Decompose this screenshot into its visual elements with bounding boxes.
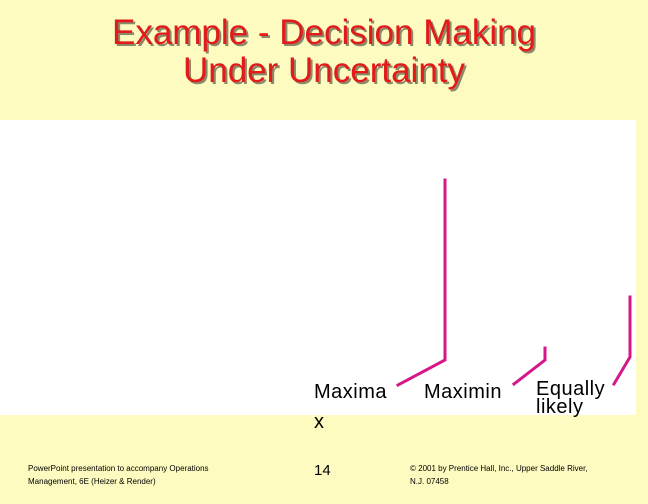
arrow-maximin bbox=[511, 346, 547, 387]
content-area bbox=[0, 120, 636, 415]
footer-credit-line1: PowerPoint presentation to accompany Ope… bbox=[28, 464, 209, 473]
equally-likely-label: Equally likely bbox=[536, 378, 605, 418]
footer-credit-line2: Management, 6E (Heizer & Render) bbox=[28, 477, 156, 486]
maximax-label-line1: Maxima bbox=[314, 381, 388, 403]
arrow-maximax bbox=[395, 178, 447, 388]
slide-title: Example - Decision Making Under Uncertai… bbox=[0, 14, 648, 90]
footer-copyright: © 2001 by Prentice Hall, Inc., Upper Sad… bbox=[410, 462, 588, 488]
slide-title-line2: Under Uncertainty bbox=[182, 51, 466, 90]
maximin-label: Maximin bbox=[424, 381, 502, 403]
footer-copyright-line2: N.J. 07458 bbox=[410, 477, 449, 486]
page-number: 14 bbox=[314, 462, 331, 479]
footer-credit: PowerPoint presentation to accompany Ope… bbox=[28, 462, 209, 488]
maximax-label-line2: x bbox=[314, 411, 325, 433]
equally-likely-line2: likely bbox=[536, 396, 584, 418]
equally-likely-line1: Equally bbox=[536, 378, 606, 400]
slide-title-line1: Example - Decision Making bbox=[111, 13, 537, 52]
maximax-label: Maxima x bbox=[314, 380, 387, 434]
footer-copyright-line1: © 2001 by Prentice Hall, Inc., Upper Sad… bbox=[410, 464, 588, 473]
arrow-equally-likely bbox=[611, 295, 632, 387]
